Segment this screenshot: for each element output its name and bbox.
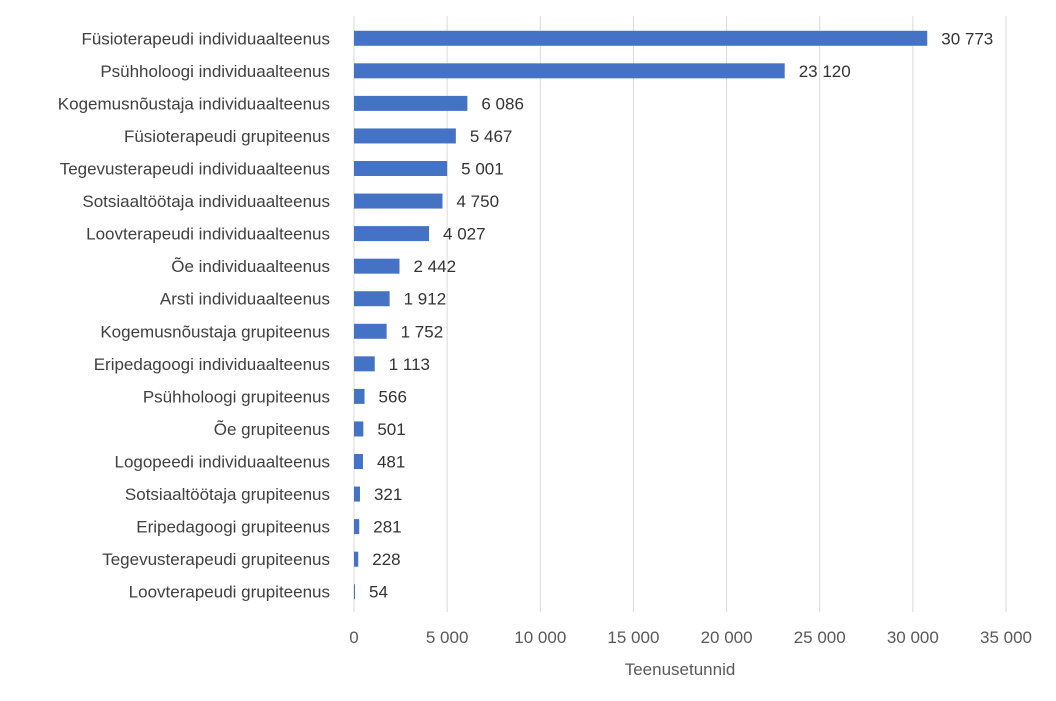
- data-label: 481: [377, 453, 405, 472]
- category-label: Eripedagoogi individuaalteenus: [94, 355, 330, 374]
- bar: [354, 519, 360, 535]
- data-label: 30 773: [941, 29, 993, 48]
- data-label: 54: [369, 583, 388, 602]
- bar: [354, 486, 360, 502]
- category-label: Tegevusterapeudi individuaalteenus: [60, 160, 330, 179]
- data-label: 23 120: [799, 62, 851, 81]
- category-label: Sotsiaaltöötaja grupiteenus: [125, 485, 330, 504]
- data-label: 1 912: [404, 290, 447, 309]
- category-label: Õe individuaalteenus: [171, 257, 330, 276]
- category-label: Sotsiaaltöötaja individuaalteenus: [82, 192, 330, 211]
- x-axis-tick-labels: 0 5 000 10 000 15 000 20 000 25 000 30 000 35 0…: [349, 628, 1032, 647]
- category-label: Psühholoogi individuaalteenus: [100, 62, 330, 81]
- data-label: 281: [373, 518, 401, 537]
- bar: [354, 388, 365, 404]
- bar: [354, 421, 364, 437]
- bars: [354, 30, 928, 600]
- category-label: Füsioterapeudi individuaalteenus: [81, 29, 330, 48]
- category-label: Eripedagoogi grupiteenus: [136, 518, 330, 537]
- data-label: 566: [379, 387, 407, 406]
- data-label: 501: [377, 420, 405, 439]
- bar: [354, 128, 456, 144]
- x-tick-label: 5 000: [426, 628, 469, 647]
- bar: [354, 454, 363, 469]
- x-tick-label: 15 000: [607, 628, 659, 647]
- data-label: 4 027: [443, 225, 486, 244]
- category-label: Tegevusterapeudi grupiteenus: [102, 550, 330, 569]
- bar: [354, 95, 468, 111]
- category-label: Psühholoogi grupiteenus: [143, 387, 330, 406]
- bar: [354, 226, 430, 242]
- x-tick-label: 10 000: [514, 628, 566, 647]
- bar: [354, 356, 375, 372]
- data-label: 6 086: [481, 94, 524, 113]
- x-tick-label: 0: [349, 628, 358, 647]
- data-label: 228: [372, 550, 400, 569]
- bar: [354, 63, 785, 79]
- category-labels: Füsioterapeudi individuaalteenus Psühholo…: [58, 29, 330, 601]
- x-tick-label: 35 000: [980, 628, 1032, 647]
- data-label: 321: [374, 485, 402, 504]
- category-label: Loovterapeudi grupiteenus: [129, 583, 330, 602]
- bar: [354, 258, 400, 274]
- data-label: 5 467: [470, 127, 513, 146]
- category-label: Arsti individuaalteenus: [160, 290, 330, 309]
- data-label: 5 001: [461, 160, 504, 179]
- x-axis-title: Teenusetunnid: [625, 660, 736, 679]
- bar: [354, 161, 448, 176]
- bar: [354, 193, 443, 209]
- bar: [354, 291, 390, 307]
- bar: [354, 584, 356, 600]
- data-label: 1 113: [389, 355, 430, 374]
- data-label: 4 750: [456, 192, 499, 211]
- data-label: 1 752: [401, 322, 444, 341]
- category-label: Õe grupiteenus: [214, 420, 330, 439]
- x-tick-label: 30 000: [887, 628, 939, 647]
- gridlines: [353, 16, 1007, 612]
- category-label: Füsioterapeudi grupiteenus: [124, 127, 330, 146]
- category-label: Loovterapeudi individuaalteenus: [86, 225, 330, 244]
- data-label: 2 442: [413, 257, 456, 276]
- bar: [354, 30, 928, 46]
- x-tick-label: 20 000: [701, 628, 753, 647]
- category-label: Logopeedi individuaalteenus: [114, 453, 330, 472]
- category-label: Kogemusnõustaja individuaalteenus: [58, 94, 330, 113]
- bar: [354, 551, 359, 567]
- bar: [354, 323, 387, 339]
- x-tick-label: 25 000: [794, 628, 846, 647]
- data-labels: 30 773 23 120 6 086 5 467 5 001 4 750 4 027 2 4…: [369, 29, 993, 601]
- category-label: Kogemusnõustaja grupiteenus: [100, 322, 330, 341]
